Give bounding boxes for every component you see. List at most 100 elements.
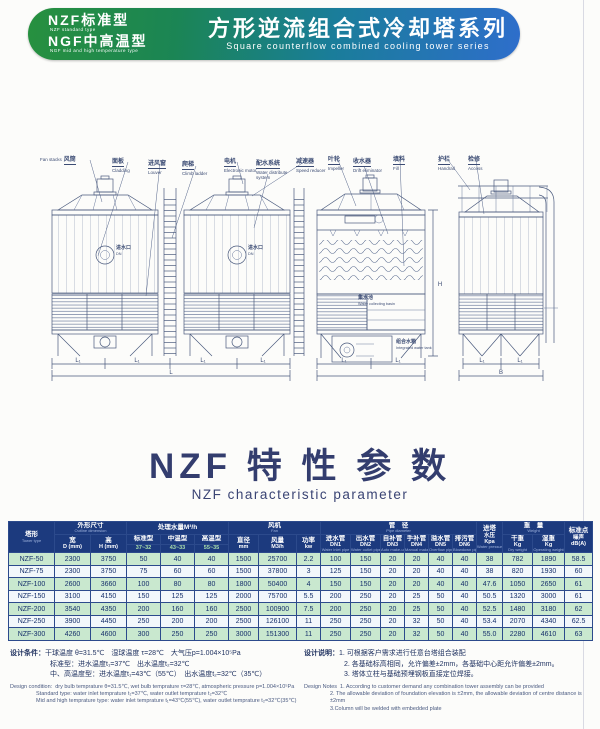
table-cell: 50 (428, 602, 454, 616)
table-cell: 3540 (54, 602, 91, 616)
table-cell: 1480 (502, 602, 534, 616)
table-cell: 126100 (258, 614, 297, 629)
header-banner: NZF标准型 NZF standard type NGF中高温型 NGF mid… (28, 8, 520, 60)
table-cell: 40 (452, 627, 478, 641)
design-conditions-line3: 中、高温度型：进水温度t₁=43℃（55℃） 出水温度t₂=32℃（35℃） (50, 671, 267, 678)
table-cell: 25 (404, 589, 430, 604)
col-wet-weight: 湿重 Kg Operating weight (532, 533, 566, 554)
table-cell: 38 (476, 552, 504, 566)
design-conditions: 设计条件：干球温度 θ=31.5℃ 湿球温度 τ=28℃ 大气压p=1.004×… (10, 649, 302, 706)
design-conditions-label: 设计条件： (10, 650, 45, 657)
table-cell: 61 (564, 589, 594, 604)
table-cell: 20 (404, 577, 430, 591)
table-cell: 250 (160, 627, 195, 641)
table-cell: 200 (320, 589, 352, 604)
table-cell: 150 (320, 577, 352, 591)
table-cell: 300 (126, 627, 161, 641)
col-fan-flow: 风量 M3/h (258, 533, 297, 554)
design-notes: 设计说明：1. 可根据客户需求进行任意台塔组合装配 2. 各基础标高相同，允许偏… (304, 649, 592, 713)
tower-technical-drawing: L₁ L₁ L₁ L₁ L (51, 159, 558, 381)
label-handrail: 护栏 Handrail (438, 157, 455, 171)
table-cell: 3900 (54, 614, 91, 629)
parameter-table: 塔形 Tower type 外形尺寸 Outline dimension 处理水量M… (8, 520, 594, 641)
table-cell: 1500 (228, 564, 259, 579)
dim-label-h: H (438, 282, 442, 288)
col-dn1: 进水管 DN1 Water inlet pipe (320, 533, 352, 554)
table-cell: 100 (320, 552, 352, 566)
table-cell: 200 (126, 602, 161, 616)
table-cell: 40 (452, 564, 478, 579)
col-noise: 标准点 噪声 dB(A) (564, 520, 594, 554)
label-water-inlet: 进水口 DN (248, 245, 264, 256)
table-cell: 20 (404, 552, 430, 566)
col-cap-standard-range: 37~32 (126, 543, 161, 554)
table-row: NZF-100 2600 3660 100 80 80 1800 50400 4 150 150 20… (8, 577, 594, 591)
table-cell: 3000 (228, 627, 259, 641)
banner-type1-en: NZF standard type (50, 26, 96, 32)
col-group-fan: 风机 Fan (227, 521, 322, 535)
table-cell: 50 (126, 552, 161, 566)
table-row: NZF-250 3900 4450 250 200 200 2500 126100 11 250 2… (8, 614, 594, 629)
table-cell: 40 (452, 589, 478, 604)
page-edge-line (583, 0, 584, 729)
col-tower-type: 塔形 Tower type (8, 520, 55, 554)
table-cell: 53.4 (476, 614, 504, 629)
col-group-weight: 重 量 Weight (502, 521, 566, 535)
banner-type2-zh: NGF中高温型 (48, 33, 148, 49)
table-cell: 1050 (502, 577, 534, 591)
banner-title-zh: 方形逆流组合式冷却塔系列 (207, 15, 508, 41)
col-group-capacity: 处理水量M³/h (126, 521, 229, 535)
table-cell: 150 (350, 564, 382, 579)
label-impeller: 叶轮 Impeller (328, 157, 345, 171)
label-drift-eliminator: 收水器 Drift eliminator (353, 159, 383, 173)
table-cell: 1800 (228, 577, 259, 591)
dim-label-l1: L₁ (479, 358, 484, 364)
table-cell: 820 (502, 564, 534, 579)
table-cell: 2500 (228, 602, 259, 616)
design-conditions-en-label: Design condition: (10, 683, 53, 690)
table-cell: NZF-150 (8, 589, 55, 604)
table-row: NZF-300 4260 4600 300 250 250 3000 151300 11 250 2… (8, 627, 594, 641)
col-dn5: 溢水管 DN5 Overflow pipe (428, 533, 454, 554)
table-cell: 25700 (258, 552, 297, 566)
table-cell: 50.5 (476, 589, 504, 604)
label-integrated-tank: 组合水箱 Integrated water tank (396, 339, 432, 350)
table-cell: 4150 (90, 589, 127, 604)
table-cell: 40 (452, 577, 478, 591)
table-cell: 3660 (90, 577, 127, 591)
col-group-pipe: 管 径 Pipe diameter (320, 521, 478, 535)
table-cell: 75 (126, 564, 161, 579)
design-notes-en3: 3.Column will be welded with embedded pl… (330, 705, 442, 712)
table-cell: 200 (320, 602, 352, 616)
table-cell: 40 (428, 564, 454, 579)
dim-label-l1: L₁ (200, 358, 205, 364)
col-pressure: 进塔 水压 Kpa Water pressure (476, 520, 504, 554)
table-cell: 50400 (258, 577, 297, 591)
dim-label-l1: L₁ (517, 358, 522, 364)
design-notes-line1: 1. 可根据客户需求进行任意台塔组合装配 (339, 650, 466, 657)
table-cell: 40 (160, 552, 195, 566)
table-cell: 32 (404, 627, 430, 641)
design-notes-en2: 2. The allowable deviation of foundation… (330, 690, 582, 705)
col-cap-mid: 中温型 (160, 533, 195, 545)
table-cell: 250 (320, 627, 352, 641)
table-cell: 4450 (90, 614, 127, 629)
table-cell: 40 (452, 614, 478, 629)
table-cell: 75700 (258, 589, 297, 604)
label-access: 检修 Access (468, 157, 483, 171)
table-cell: 52.5 (476, 602, 504, 616)
label-collecting-basin: 集水池 Water collecting basin (358, 295, 396, 306)
dim-label-l1: L₁ (260, 358, 265, 364)
table-cell: 200 (194, 614, 229, 629)
table-cell: 20 (380, 589, 406, 604)
table-cell: 62.5 (564, 614, 594, 629)
table-cell: 125 (194, 589, 229, 604)
table-cell: 125 (320, 564, 352, 579)
table-cell: 80 (160, 577, 195, 591)
col-dry-weight: 干重 Kg Dry weight (502, 533, 534, 554)
table-cell: 1890 (532, 552, 566, 566)
table-cell: 100900 (258, 602, 297, 616)
table-cell: 3750 (90, 564, 127, 579)
table-cell: 2650 (532, 577, 566, 591)
